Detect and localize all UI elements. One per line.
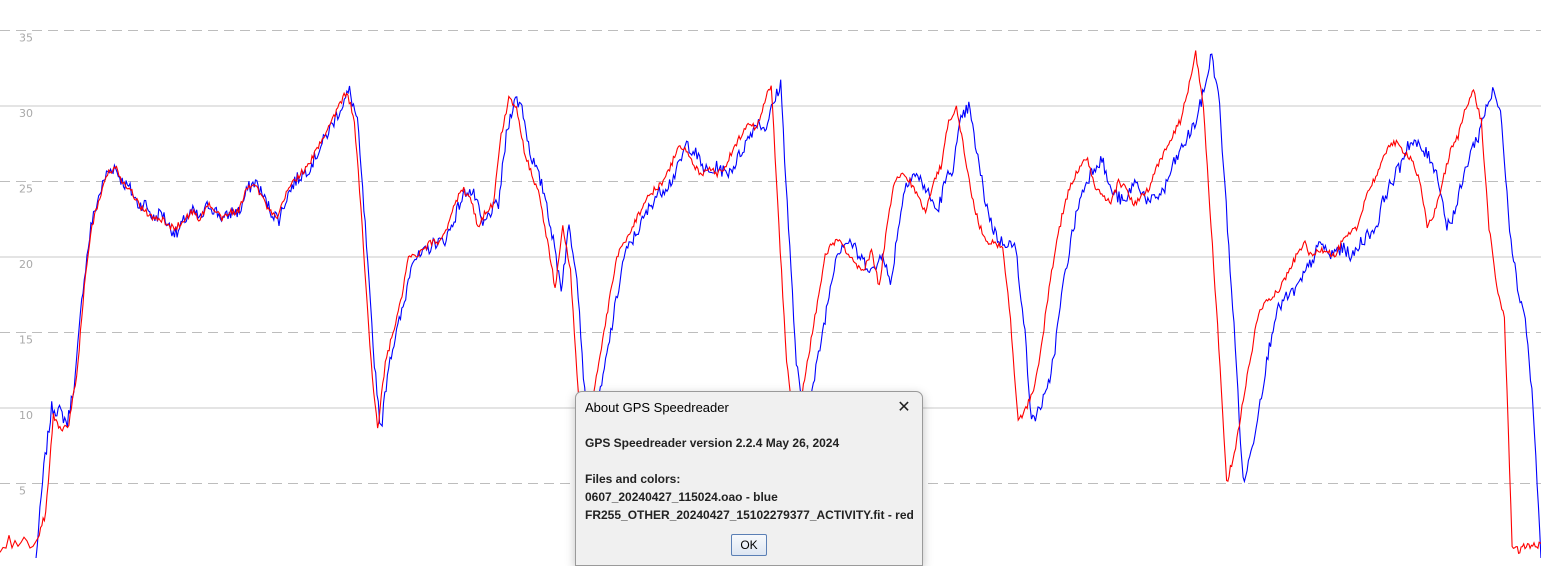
series-line-red — [0, 50, 1541, 555]
chart-series — [0, 50, 1541, 558]
y-tick-label: 5 — [19, 485, 26, 498]
y-tick-label: 20 — [19, 258, 33, 271]
dialog-title: About GPS Speedreader — [585, 400, 729, 415]
y-tick-label: 25 — [19, 183, 33, 196]
ok-button[interactable]: OK — [731, 534, 767, 556]
y-tick-label: 10 — [19, 409, 33, 422]
files-heading: Files and colors: — [585, 472, 681, 486]
y-tick-label: 35 — [19, 32, 33, 45]
about-dialog: About GPS Speedreader ✕ GPS Speedreader … — [575, 391, 923, 566]
dialog-body: GPS Speedreader version 2.2.4 May 26, 20… — [585, 434, 914, 524]
version-line: GPS Speedreader version 2.2.4 May 26, 20… — [585, 436, 840, 450]
y-tick-label: 15 — [19, 334, 33, 347]
series-line-blue — [35, 53, 1541, 558]
file-entry-red: FR255_OTHER_20240427_15102279377_ACTIVIT… — [585, 508, 914, 522]
y-tick-label: 30 — [19, 107, 33, 120]
close-icon[interactable]: ✕ — [897, 397, 911, 416]
file-entry-blue: 0607_20240427_115024.oao - blue — [585, 490, 778, 504]
y-axis-ticks: 5 10 15 20 25 30 35 — [19, 32, 33, 498]
